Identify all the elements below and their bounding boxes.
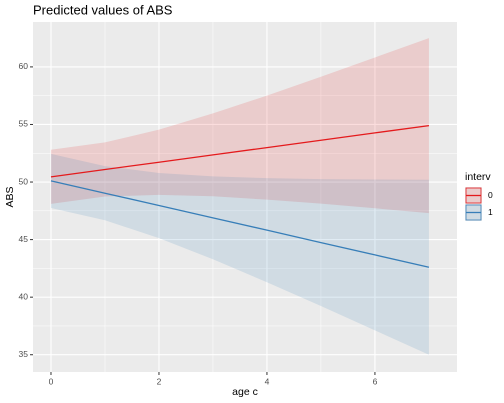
plot-panel [33, 22, 457, 372]
chart-title: Predicted values of ABS [33, 2, 173, 17]
x-tick-label: 0 [49, 376, 54, 386]
x-axis-label: age c [232, 386, 258, 398]
y-axis-label: ABS [4, 186, 16, 207]
y-tick-label: 50 [19, 176, 29, 186]
legend-label: 1 [488, 207, 493, 217]
confidence-band [50, 38, 429, 214]
x-tick-label: 2 [157, 376, 162, 386]
x-tick-label: 4 [265, 376, 270, 386]
series-line [50, 124, 430, 178]
legend-title: interv [465, 171, 491, 183]
y-tick-label: 45 [19, 234, 29, 244]
y-tick-label: 60 [19, 61, 29, 71]
x-tick-label: 6 [373, 376, 378, 386]
y-tick-label: 55 [19, 119, 29, 129]
series-line [50, 180, 430, 268]
y-tick-label: 40 [19, 291, 29, 301]
y-tick-label: 35 [19, 349, 29, 359]
confidence-band [50, 153, 429, 355]
legend-label: 0 [488, 190, 493, 200]
